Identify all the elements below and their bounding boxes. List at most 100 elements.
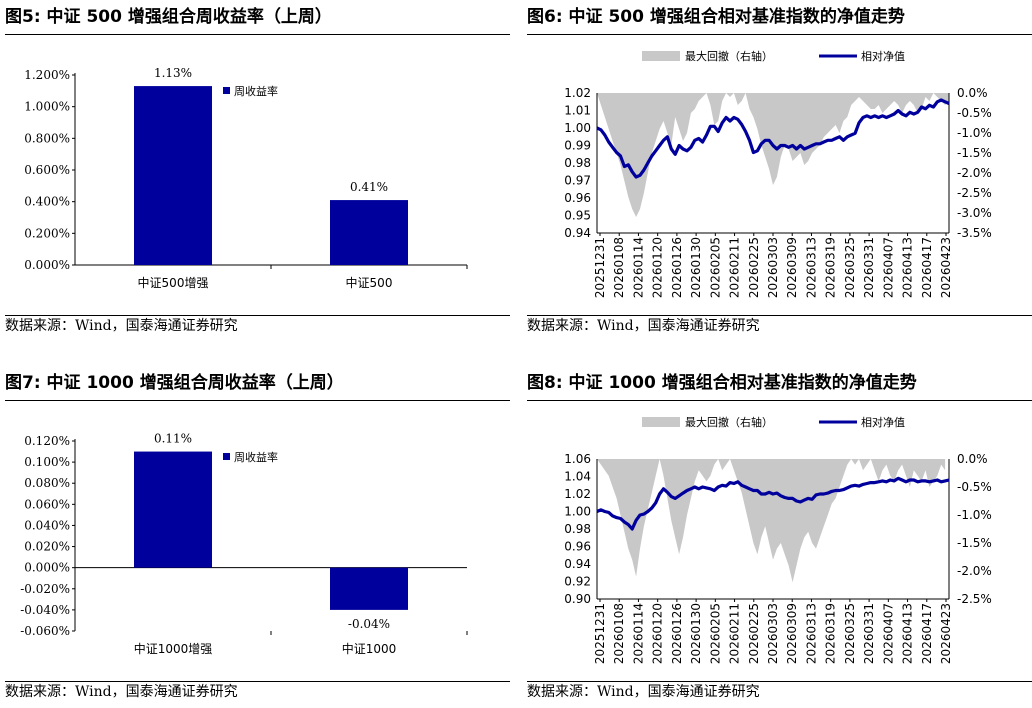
chart-svg: 周收益率 0.000% 0.200% 0.400% 0.600% 0.800% 1.000%…: [24, 66, 468, 290]
x-tick-label: 20260126: [670, 603, 684, 664]
x-tick-label: 20260211: [728, 237, 742, 298]
y-left-tick-label: 0.94: [564, 557, 591, 571]
data-source: 数据来源：Wind，国泰海通证券研究: [5, 681, 510, 702]
chart-title: 图5: 中证 500 增强组合周收益率（上周）: [5, 0, 510, 35]
y-right-tick-label: -2.0%: [957, 564, 992, 578]
x-tick-label: 20260130: [689, 603, 703, 664]
y-tick-label: 0.400%: [24, 195, 70, 209]
bar-value-label: 1.13%: [154, 66, 192, 80]
x-tick-label: 20260303: [766, 237, 780, 298]
x-tick-label: 20260114: [631, 603, 645, 664]
y-left-tick-label: 1.02: [564, 487, 591, 501]
bar-value-label: 0.41%: [350, 180, 388, 194]
x-category-label: 中证1000增强: [134, 641, 213, 656]
legend-label: 相对净值: [861, 415, 905, 429]
drawdown-area: [597, 93, 949, 217]
y-left-tick-label: 0.95: [564, 209, 591, 223]
line-chart-csi1000-nav: 最大回撤（右轴） 相对净值 0.90 0.92 0.94 0.96 0.98 1.00 1.02…: [527, 401, 1032, 681]
y-left-tick-label: 0.96: [564, 540, 591, 554]
legend-swatch-drawdown: [642, 51, 680, 61]
y-right-tick-label: -0.5%: [957, 480, 992, 494]
bar-chart-csi1000-weekly: 周收益率 -0.060% -0.040% -0.020% 0.000% 0.020% 0.0…: [5, 401, 510, 681]
x-category-label: 中证1000: [342, 641, 397, 656]
x-tick-label: 20260225: [747, 603, 761, 664]
legend-swatch: [223, 453, 230, 460]
y-right-tick-label: -3.5%: [957, 226, 992, 240]
y-right-tick-label: -2.0%: [957, 166, 992, 180]
y-left-tick-label: 0.98: [564, 522, 591, 536]
chart-svg: 最大回撤（右轴） 相对净值 0.90 0.92 0.94 0.96 0.98 1.00 1.02…: [564, 415, 992, 664]
x-tick-label: 20260309: [785, 237, 799, 298]
x-tick-label: 20260108: [612, 603, 626, 664]
bar: [330, 567, 408, 610]
y-tick-label: 1.000%: [24, 100, 70, 114]
y-right-tick-label: 0.0%: [957, 86, 988, 100]
x-tick-label: 20260120: [651, 603, 665, 664]
x-tick-label: 20260325: [843, 237, 857, 298]
x-tick-label: 20260331: [862, 603, 876, 664]
y-tick-label: 0.080%: [24, 476, 70, 490]
legend-swatch: [223, 87, 230, 94]
y-tick-label: 0.200%: [24, 226, 70, 240]
chart-title: 图7: 中证 1000 增强组合周收益率（上周）: [5, 366, 510, 401]
chart-title: 图6: 中证 500 增强组合相对基准指数的净值走势: [527, 0, 1032, 35]
x-tick-label: 20260205: [708, 603, 722, 664]
y-left-tick-label: 0.96: [564, 191, 591, 205]
y-right-tick-label: -2.5%: [957, 592, 992, 606]
y-right-tick-label: -2.5%: [957, 186, 992, 200]
drawdown-area: [597, 459, 946, 583]
legend-label: 周收益率: [234, 84, 278, 98]
chart-svg: 最大回撤（右轴） 相对净值 0.94 0.95 0.96 0.97 0.98 0.99 1.00…: [564, 49, 992, 298]
bar: [134, 451, 212, 568]
legend-label: 周收益率: [234, 450, 278, 464]
y-left-tick-label: 0.92: [564, 575, 591, 589]
x-tick-label: 20260407: [881, 603, 895, 664]
y-left-tick-label: 0.97: [564, 174, 591, 188]
y-tick-label: -0.060%: [20, 624, 70, 638]
x-tick-label: 20251231: [593, 237, 607, 298]
x-tick-label: 20260309: [785, 603, 799, 664]
bar: [134, 86, 212, 265]
panel-fig8: 图8: 中证 1000 增强组合相对基准指数的净值走势 最大回撤（右轴） 相对净值…: [527, 366, 1032, 702]
x-tick-label: 20260126: [670, 237, 684, 298]
y-right-tick-label: -1.0%: [957, 508, 992, 522]
x-category-label: 中证500: [346, 275, 393, 290]
x-tick-label: 20251231: [593, 603, 607, 664]
x-tick-label: 20260417: [920, 237, 934, 298]
x-tick-label: 20260331: [862, 237, 876, 298]
y-right-tick-label: -1.5%: [957, 536, 992, 550]
x-tick-label: 20260407: [881, 237, 895, 298]
x-tick-label: 20260205: [708, 237, 722, 298]
bar-value-label: -0.04%: [348, 617, 390, 631]
x-tick-label: 20260114: [631, 237, 645, 298]
bar-value-label: 0.11%: [154, 432, 192, 446]
y-tick-label: -0.040%: [20, 603, 70, 617]
y-tick-label: 0.800%: [24, 131, 70, 145]
panel-fig7: 图7: 中证 1000 增强组合周收益率（上周） 周收益率 -0.060% -0.0…: [5, 366, 510, 702]
y-tick-label: 0.600%: [24, 163, 70, 177]
x-tick-label: 20260325: [843, 603, 857, 664]
y-left-tick-label: 1.06: [564, 452, 591, 466]
line-chart-csi500-nav: 最大回撤（右轴） 相对净值 0.94 0.95 0.96 0.97 0.98 0.99 1.00…: [527, 35, 1032, 315]
legend-swatch-drawdown: [642, 417, 680, 427]
x-tick-label: 20260211: [728, 603, 742, 664]
y-tick-label: 0.100%: [24, 455, 70, 469]
x-tick-label: 20260108: [612, 237, 626, 298]
legend-label: 相对净值: [861, 49, 905, 63]
x-tick-label: 20260130: [689, 237, 703, 298]
x-category-label: 中证500增强: [138, 275, 209, 290]
data-source: 数据来源：Wind，国泰海通证券研究: [527, 315, 1032, 336]
y-right-tick-label: -1.0%: [957, 126, 992, 140]
y-right-tick-label: -1.5%: [957, 146, 992, 160]
y-left-tick-label: 1.02: [564, 86, 591, 100]
x-tick-label: 20260413: [901, 603, 915, 664]
x-tick-label: 20260423: [939, 603, 953, 664]
x-tick-label: 20260120: [651, 237, 665, 298]
y-left-tick-label: 1.00: [564, 121, 591, 135]
chart-svg: 周收益率 -0.060% -0.040% -0.020% 0.000% 0.020% 0.0…: [20, 432, 468, 656]
x-tick-label: 20260225: [747, 237, 761, 298]
nav-line: [596, 98, 950, 179]
chart-title: 图8: 中证 1000 增强组合相对基准指数的净值走势: [527, 366, 1032, 401]
panel-fig6: 图6: 中证 500 增强组合相对基准指数的净值走势 最大回撤（右轴） 相对净值 0…: [527, 0, 1032, 336]
x-tick-label: 20260417: [920, 603, 934, 664]
